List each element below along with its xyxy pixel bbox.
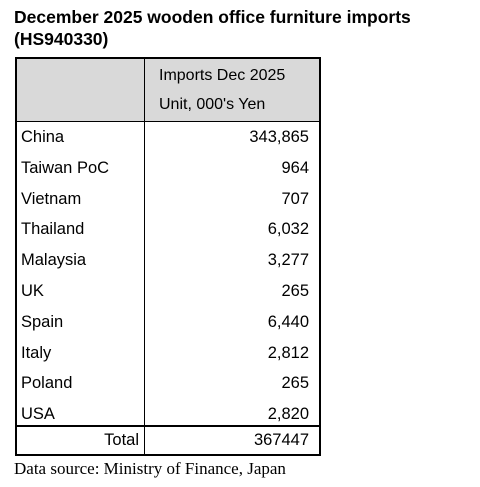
imports-value: 343,865 (249, 128, 309, 146)
imports-value: 2,812 (267, 343, 309, 362)
column-divider (144, 427, 145, 454)
table-row: Vietnam 707 (17, 184, 319, 215)
total-label: Total (104, 431, 139, 449)
imports-value: 6,440 (267, 312, 309, 331)
imports-value: 3,277 (267, 251, 309, 270)
imports-value: 265 (281, 282, 309, 300)
country: Taiwan PoC (21, 158, 110, 177)
header-cell: Imports Dec 2025 Unit, 000's Yen (145, 59, 319, 122)
country: Poland (21, 374, 73, 393)
country: Thailand (21, 220, 85, 239)
country: Malaysia (21, 251, 87, 270)
title: December 2025 wooden office furniture im… (14, 7, 411, 49)
header-text: Imports Dec 2025 (159, 67, 286, 84)
imports-value: 265 (281, 374, 309, 393)
country: USA (21, 405, 55, 424)
table-row: Italy 2,812 (17, 338, 319, 369)
table-row: Thailand 6,032 (17, 214, 319, 245)
country: Vietnam (21, 189, 82, 208)
imports-value: 964 (281, 158, 309, 177)
table-row: China 343,865 (17, 122, 319, 153)
country: China (21, 128, 65, 146)
table-row: UK 265 (17, 276, 319, 307)
column-divider (144, 122, 145, 430)
imports-value: 707 (281, 189, 309, 208)
total-value: 367447 (253, 431, 309, 449)
header-text: Unit, 000's Yen (159, 96, 266, 113)
table-row: Taiwan PoC 964 (17, 153, 319, 184)
table: Imports Dec 2025 Unit, 000's Yen China 34… (15, 57, 321, 456)
imports-value: 2,820 (267, 405, 309, 424)
imports-value: 6,032 (267, 220, 309, 239)
country: Italy (21, 343, 52, 362)
table-row: USA 2,820 (17, 399, 319, 430)
table-row: Poland 265 (17, 368, 319, 399)
total-row: Total 367447 (17, 425, 319, 454)
country: UK (21, 282, 44, 300)
country: Spain (21, 312, 64, 331)
table-row: Malaysia 3,277 (17, 245, 319, 276)
source-note: Data source: Ministry of Finance, Japan (14, 459, 286, 478)
table-row: Spain 6,440 (17, 307, 319, 338)
header-blank (17, 59, 145, 122)
